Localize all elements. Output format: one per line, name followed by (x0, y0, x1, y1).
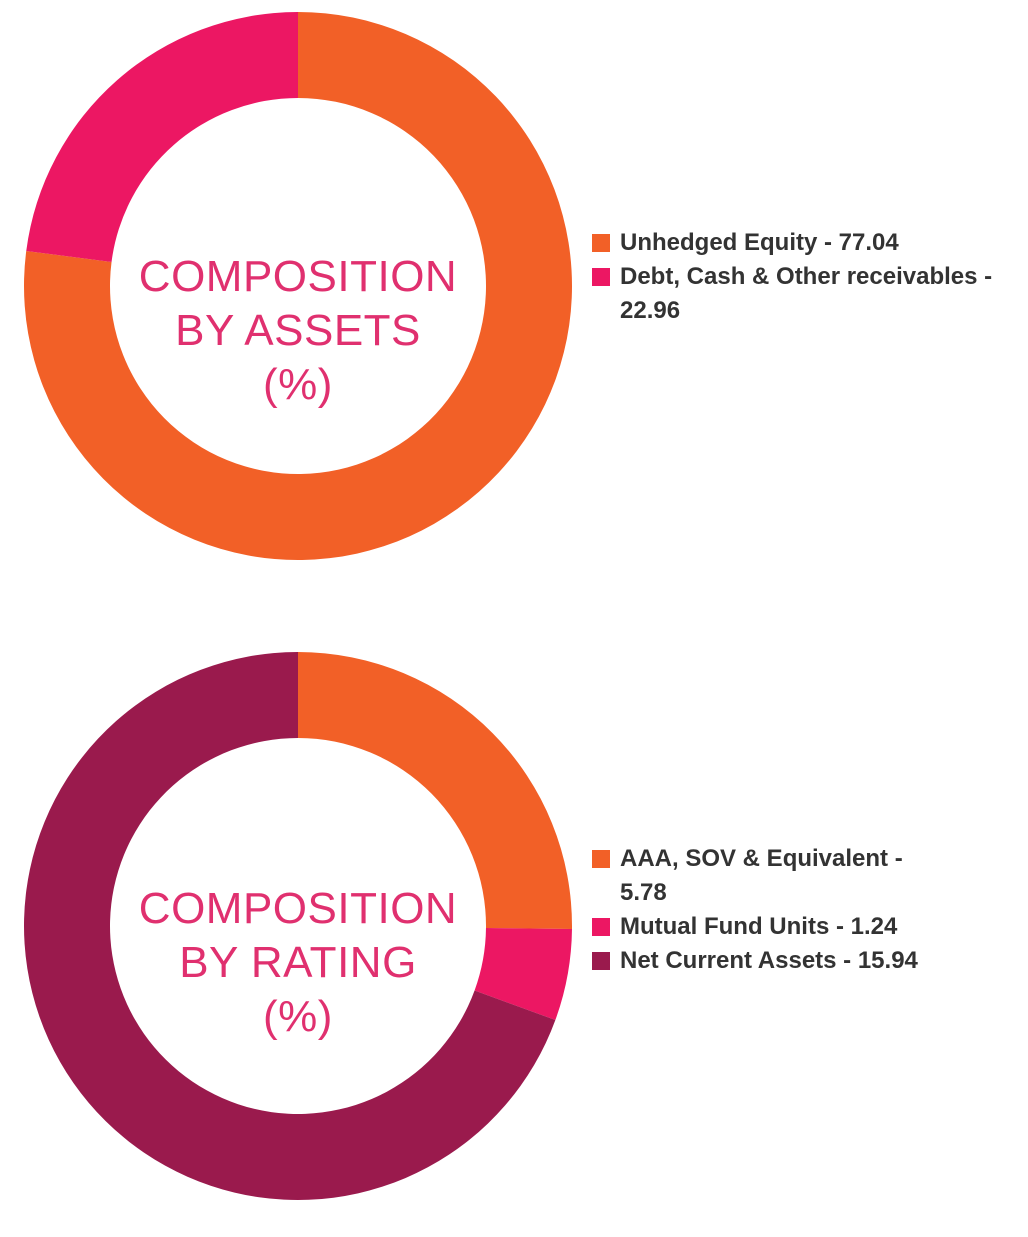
rating-center-title: COMPOSITION BY RATING (%) (110, 882, 486, 1044)
assets-legend: Unhedged Equity - 77.04 Debt, Cash & Oth… (592, 226, 1022, 328)
legend-swatch (592, 268, 610, 286)
composition-by-rating-chart: COMPOSITION BY RATING (%) AAA, SOV & Equ… (0, 620, 1028, 1237)
assets-center-title: COMPOSITION BY ASSETS (%) (110, 250, 486, 412)
legend-item-aaa-sov: AAA, SOV & Equivalent - 5.78 (592, 842, 952, 910)
legend-label: Debt, Cash & Other receivables - 22.96 (620, 263, 993, 324)
donut-slice-3 (24, 652, 556, 1200)
legend-label: Mutual Fund Units - 1.24 (620, 913, 898, 940)
legend-swatch (592, 234, 610, 252)
assets-title-line-3: (%) (263, 360, 333, 409)
legend-label: Unhedged Equity - 77.04 (620, 229, 899, 256)
donut-slice-2 (474, 928, 572, 1021)
donut-slice-2 (26, 12, 298, 262)
donut-slice-1 (23, 12, 572, 560)
legend-item-unhedged-equity: Unhedged Equity - 77.04 (592, 226, 1022, 260)
rating-donut (24, 652, 573, 1200)
donut-slice-1 (298, 652, 573, 929)
legend-swatch (592, 918, 610, 936)
legend-item-debt-cash: Debt, Cash & Other receivables - 22.96 (592, 260, 1022, 328)
assets-title-line-2: BY ASSETS (175, 306, 421, 355)
composition-by-assets-chart: COMPOSITION BY ASSETS (%) Unhedged Equit… (23, 12, 1022, 560)
rating-title-line-3: (%) (263, 992, 333, 1041)
legend-label: Net Current Assets - 15.94 (620, 947, 918, 974)
rating-legend: AAA, SOV & Equivalent - 5.78 Mutual Fund… (592, 842, 952, 978)
assets-title-line-1: COMPOSITION (138, 252, 458, 301)
legend-item-mutual-fund-units: Mutual Fund Units - 1.24 (592, 910, 952, 944)
assets-donut (23, 12, 572, 560)
rating-title-line-1: COMPOSITION (138, 884, 458, 933)
legend-swatch (592, 952, 610, 970)
legend-label: AAA, SOV & Equivalent - 5.78 (620, 845, 903, 906)
legend-item-net-current-assets: Net Current Assets - 15.94 (592, 944, 952, 978)
legend-swatch (592, 850, 610, 868)
rating-title-line-2: BY RATING (179, 938, 417, 987)
